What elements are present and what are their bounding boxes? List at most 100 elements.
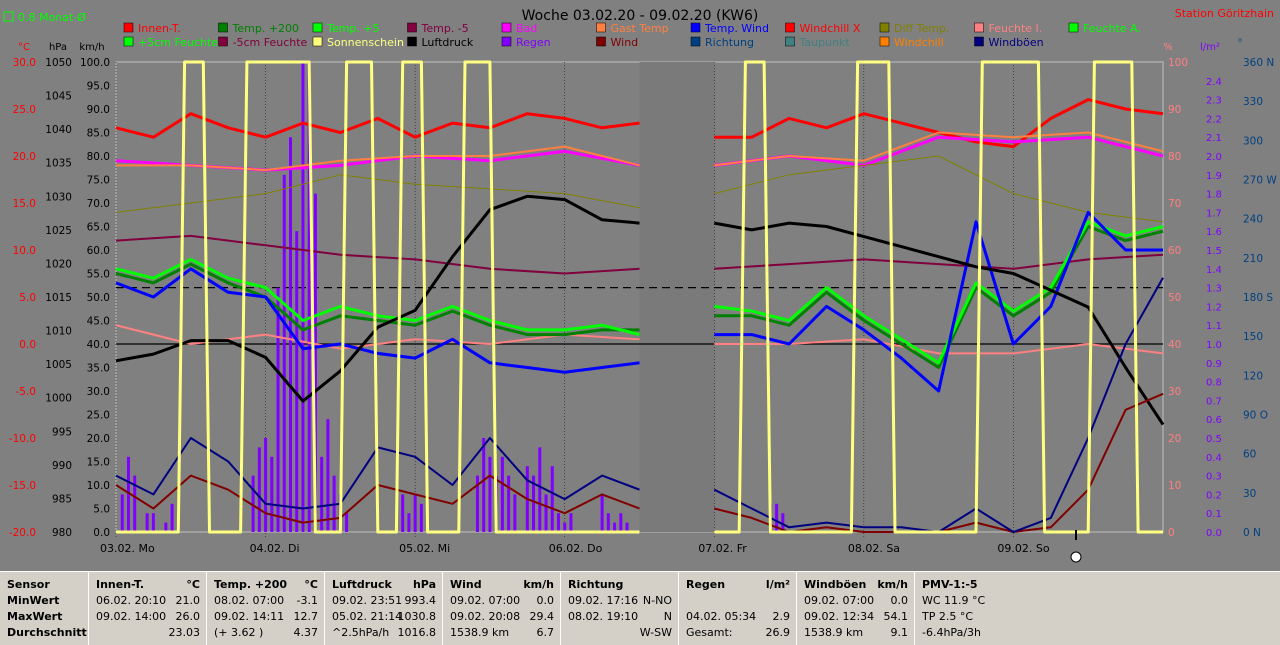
legend-item[interactable]: Windchill X [785,22,861,35]
legend-item[interactable]: Feuchte I. [974,22,1043,35]
stats-cell-label: 09.02. 07:00 [450,594,521,607]
legend-item[interactable]: Gast Temp [596,22,669,35]
rain-bar [320,456,324,532]
stats-cell-label: Durchschnitt [7,626,87,639]
pressure-tick-label: 1050 [45,57,72,69]
stats-cell-label: -6.4hPa/3h [922,626,981,639]
rain-bar [538,447,542,532]
legend-item[interactable]: -5cm Feuchte [218,36,308,49]
stats-cell-label: TP 2.5 °C [922,610,974,623]
stats-cell-value: N-NO [642,594,672,607]
legend-item[interactable]: Windböen [974,36,1044,49]
stats-header: Innen-T. °C [89,577,207,593]
wind-tick-label: 35.0 [87,363,110,375]
legend-label: Sonnenschein [327,36,404,49]
legend-item[interactable]: Luftdruck [407,36,474,49]
temp-tick-label: 5.0 [19,292,36,304]
stats-row: 1538.9 km 9.1 [797,625,915,641]
day-label: 05.02. Mi [399,542,450,555]
stats-row: ^2.5hPa/h 1016.8 [325,625,443,641]
stats-cell-label: MaxWert [7,610,63,623]
stats-column: Sensor MinWert MaxWert Durchschnitt [0,572,88,645]
wind-tick-label: 20.0 [87,433,110,445]
stats-cell-label: Sensor [7,578,50,591]
stats-header: Temp. +200 °C [207,577,325,593]
legend-swatch [974,22,984,33]
stats-header: Richtung [561,577,679,593]
legend-item[interactable]: Innen-T. [123,22,181,35]
wind-tick-label: 5.0 [93,504,110,516]
rain-bar [251,475,255,532]
legend-item[interactable]: Diff Temp. [879,22,949,35]
stats-row: MaxWert [0,609,88,625]
temp-tick-label: -10.0 [9,433,36,445]
legend-item[interactable]: Temp. -5 [407,22,469,35]
legend-item[interactable]: Wind [596,36,639,49]
legend-swatch [312,36,323,47]
humidity-axis-unit: % [1163,42,1173,53]
legend-item[interactable]: Regen [501,36,551,49]
wind-tick-label: 30.0 [87,386,110,398]
legend-item[interactable]: Temp. +5 [312,22,380,35]
pressure-tick-label: 1045 [45,91,72,103]
series-line-luftdruck [714,221,1165,426]
legend-swatch [407,36,417,47]
wind-tick-label: 65.0 [87,222,110,234]
stats-cell-label: Gesamt: [686,626,733,639]
stats-cell-value: 6.7 [536,626,555,639]
humidity-tick-label: 60 [1168,245,1181,257]
legend-item[interactable]: Temp. Wind [690,22,769,35]
stats-cell-label: 09.02. 23:51 [332,594,403,607]
wind-tick-label: 70.0 [87,198,110,210]
legend-label: Taupunkt [799,36,851,49]
legend-swatch [974,36,984,47]
legend-swatch [123,36,134,47]
legend-label: Feuchte I. [989,22,1043,35]
stats-row: 09.02. 17:16 N-NO [561,593,679,609]
legend-swatch [596,36,606,47]
stats-column: Regen l/m² 04.02. 05:34 2.9 Gesamt: 26.9 [678,572,797,645]
legend-item[interactable]: Sonnenschein [312,36,404,49]
series-line-feuchte-i- [115,324,640,350]
scroll-handle[interactable] [1070,551,1082,563]
rain-tick-label: 0.3 [1206,472,1222,483]
temp-tick-label: -5.0 [16,386,37,398]
legend-item[interactable]: Bad [501,22,537,35]
stats-cell-label: 09.02. 20:08 [450,610,521,623]
rain-tick-label: 1.5 [1206,246,1222,257]
rain-bar [345,513,349,532]
rain-bar [513,494,517,532]
legend-swatch [218,22,228,33]
stats-cell-label: 08.02. 19:10 [568,610,639,623]
chart-title: Woche 03.02.20 - 09.02.20 (KW6) [522,8,759,24]
stats-cell-label: Luftdruck [332,578,392,591]
stats-header: Windböen km/h [797,577,915,593]
legend-swatch [879,36,890,47]
legend-swatch [501,22,512,33]
legend-item[interactable]: Richtung [690,36,754,49]
rain-bar [532,475,536,532]
legend-item[interactable]: +5cm Feuchte [123,36,218,49]
legend-item[interactable]: Temp. +200 [218,22,300,35]
rain-tick-label: 2.1 [1206,133,1222,144]
stats-cell-value: 26.0 [175,610,201,623]
rain-tick-label: 0.5 [1206,434,1222,445]
legend-label: Temp. Wind [704,22,769,35]
pressure-tick-label: 1030 [45,191,72,203]
stats-cell-value: -3.1 [296,594,318,607]
stats-row: 04.02. 05:34 2.9 [679,609,797,625]
legend-item[interactable]: Taupunkt [785,36,851,49]
rain-bar [276,287,280,532]
rain-tick-label: 2.4 [1206,77,1222,88]
stats-cell-label: Regen [686,578,726,591]
rain-bar [257,447,261,532]
mean-checkbox[interactable] [3,11,14,22]
stats-row: 1538.9 km 6.7 [443,625,561,641]
stats-cell-label: 04.02. 05:34 [686,610,757,623]
legend-item[interactable]: Feuchte A. [1068,22,1141,35]
temp-tick-label: 20.0 [13,151,36,163]
legend-item[interactable]: Windchill [879,36,944,49]
stats-cell-value: l/m² [765,578,790,591]
stats-row: 09.02. 14:00 26.0 [89,609,207,625]
direction-tick-label: 150 [1243,331,1263,343]
